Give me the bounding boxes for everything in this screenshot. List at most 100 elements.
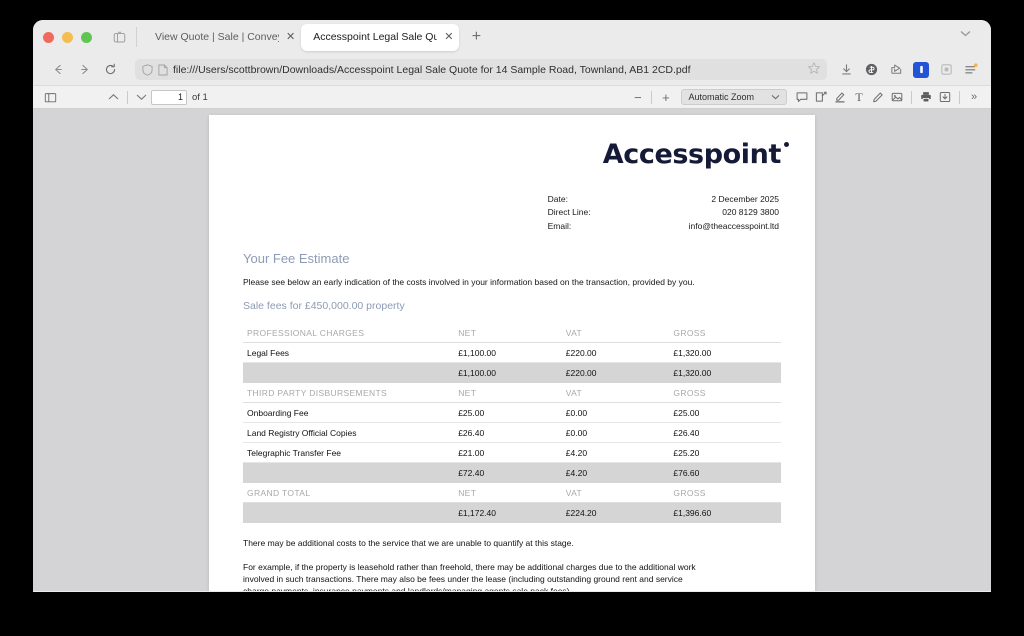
share-icon[interactable] [888, 62, 904, 78]
contact-value: info@theaccesspoint.ltd [688, 220, 779, 231]
comment-icon[interactable] [793, 88, 811, 107]
save-icon[interactable] [936, 88, 954, 107]
row-description: Telegraphic Transfer Fee [243, 442, 459, 464]
zoom-out-button[interactable]: − [634, 89, 642, 105]
signature-icon[interactable] [812, 88, 830, 107]
table-section-header: PROFESSIONAL CHARGES NET VAT GROSS [243, 323, 781, 344]
grand-total-gross: £1,396.60 [673, 502, 781, 524]
pdf-sidebar-icon[interactable] [41, 88, 60, 107]
zoom-level-value: Automatic Zoom [688, 92, 754, 102]
subtotal-gross: £76.60 [673, 462, 781, 484]
pdf-annotation-tools: T » [793, 88, 983, 107]
menu-icon[interactable] [963, 62, 979, 78]
shield-blocker-icon[interactable] [863, 62, 879, 78]
maximize-window-button[interactable] [81, 31, 92, 43]
row-gross: £25.00 [673, 402, 781, 424]
table-section-header: GRAND TOTAL NET VAT GROSS [243, 483, 781, 504]
table-subtotal-row: £1,100.00 £220.00 £1,320.00 [243, 362, 781, 384]
forward-button[interactable] [71, 58, 97, 82]
section-title: PROFESSIONAL CHARGES [243, 323, 459, 344]
close-window-button[interactable] [43, 31, 54, 43]
new-tab-button[interactable]: + [471, 28, 482, 45]
row-gross: £25.20 [673, 442, 781, 464]
section-title: GRAND TOTAL [243, 483, 459, 504]
contact-value: 2 December 2025 [711, 194, 779, 204]
grand-total-label [243, 502, 459, 524]
subtotal-vat: £220.00 [565, 362, 674, 384]
grand-total-vat: £224.20 [565, 502, 674, 524]
url-text: file:///Users/scottbrown/Downloads/Acces… [173, 63, 691, 76]
table-row: Onboarding Fee £25.00 £0.00 £25.00 [243, 402, 781, 424]
next-page-button[interactable] [132, 88, 151, 107]
shield-icon[interactable] [142, 63, 153, 76]
zoom-level-select[interactable]: Automatic Zoom [681, 89, 787, 105]
contact-label: Date: [547, 194, 568, 204]
subtotal-vat: £4.20 [565, 462, 674, 484]
password-manager-icon[interactable] [913, 61, 929, 78]
zoom-in-button[interactable]: + [662, 89, 670, 105]
text-tool-icon[interactable]: T [855, 89, 863, 104]
contact-label: Email: [547, 220, 572, 231]
navigation-bar: file:///Users/scottbrown/Downloads/Acces… [33, 54, 991, 85]
table-section-header: THIRD PARTY DISBURSEMENTS NET VAT GROSS [243, 383, 781, 404]
page-number-input[interactable]: 1 [151, 89, 187, 105]
column-header-gross: GROSS [673, 323, 781, 344]
toolbar-divider [651, 90, 653, 104]
contact-row: Direct Line: 020 8129 3800 [548, 207, 779, 218]
tab-accesspoint-quote-pdf[interactable]: Accesspoint Legal Sale Quote for 14 ✕ [301, 23, 460, 51]
logo-text: Accesspoint [602, 139, 782, 170]
highlight-icon[interactable] [831, 88, 849, 107]
subtotal-net: £72.40 [458, 462, 566, 484]
row-vat: £0.00 [565, 402, 674, 424]
note-paragraph: For example, if the property is leasehol… [243, 561, 696, 591]
document-icon [158, 64, 168, 76]
row-description: Land Registry Official Copies [243, 422, 459, 444]
image-tool-icon[interactable] [888, 88, 906, 107]
reload-button[interactable] [97, 58, 123, 82]
toolbar-divider [127, 90, 128, 104]
window-controls [43, 31, 106, 43]
column-header-vat: VAT [565, 383, 674, 404]
column-header-gross: GROSS [673, 483, 781, 504]
page-title: Your Fee Estimate [243, 251, 350, 267]
contact-details: Date: 2 December 2025 Direct Line: 020 8… [243, 192, 781, 234]
tab-view-quote[interactable]: View Quote | Sale | Conveyancin ✕ [143, 24, 301, 51]
chevron-down-icon [771, 93, 780, 102]
close-icon[interactable]: ✕ [286, 30, 296, 43]
pdf-toolbar: 1 of 1 − + Automatic Zoom [33, 85, 991, 109]
logo-dot-icon [784, 142, 789, 147]
sidebar-icon[interactable] [106, 26, 132, 48]
minimize-window-button[interactable] [62, 31, 73, 43]
url-bar[interactable]: file:///Users/scottbrown/Downloads/Acces… [135, 59, 827, 80]
table-row: Legal Fees £1,100.00 £220.00 £1,320.00 [243, 342, 781, 364]
table-subtotal-row: £72.40 £4.20 £76.60 [243, 462, 781, 484]
intro-paragraph: Please see below an early indication of … [243, 277, 695, 288]
logo-row: Accesspoint [243, 115, 789, 170]
extension-icon[interactable] [938, 62, 954, 78]
contact-row: Date: 2 December 2025 [548, 194, 779, 205]
more-tools-icon[interactable]: » [970, 91, 978, 103]
previous-page-button[interactable] [104, 88, 123, 107]
desktop-background [0, 592, 1024, 636]
row-vat: £0.00 [565, 422, 674, 444]
draw-icon[interactable] [869, 88, 887, 107]
subtotal-gross: £1,320.00 [673, 362, 781, 384]
table-row: Land Registry Official Copies £26.40 £0.… [243, 422, 781, 444]
column-header-net: NET [458, 383, 566, 404]
print-icon[interactable] [917, 88, 935, 107]
close-icon[interactable]: ✕ [444, 30, 454, 43]
pdf-page: Accesspoint Date: 2 December 2025 Direct… [209, 115, 815, 591]
row-description: Legal Fees [243, 342, 459, 364]
downloads-icon[interactable] [838, 62, 854, 78]
pdf-viewer[interactable]: Accesspoint Date: 2 December 2025 Direct… [33, 109, 991, 591]
row-gross: £1,320.00 [673, 342, 781, 364]
row-vat: £220.00 [565, 342, 674, 364]
row-net: £25.00 [458, 402, 566, 424]
star-icon[interactable] [807, 61, 821, 79]
row-net: £26.40 [458, 422, 566, 444]
table-grand-total-row: £1,172.40 £224.20 £1,396.60 [243, 502, 781, 524]
column-header-net: NET [458, 323, 566, 344]
chevron-down-icon[interactable] [960, 29, 971, 40]
back-button[interactable] [45, 58, 71, 82]
